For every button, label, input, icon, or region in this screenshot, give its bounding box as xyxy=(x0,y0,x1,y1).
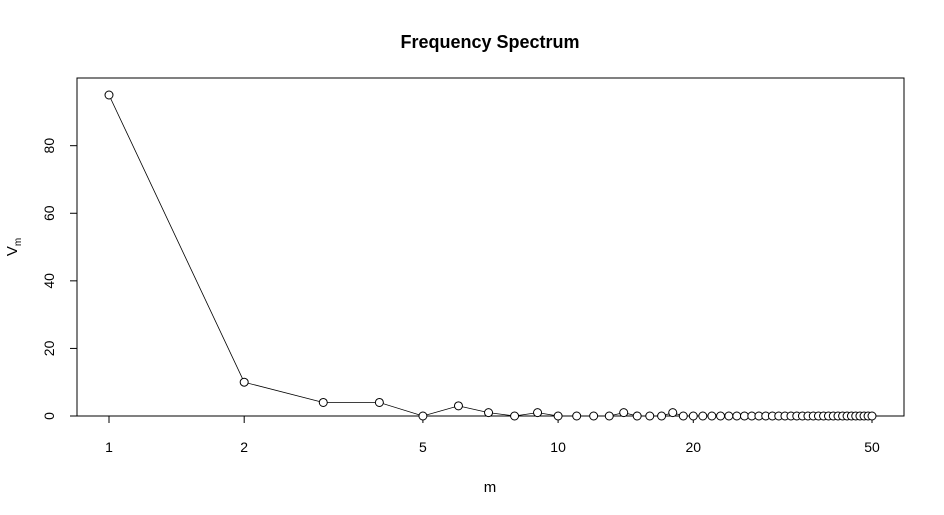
data-point xyxy=(553,411,563,421)
data-point xyxy=(688,411,698,421)
plot-frame xyxy=(76,77,905,417)
series-points xyxy=(104,90,877,421)
data-point xyxy=(533,408,543,418)
y-axis: 0 20 40 60 80 xyxy=(41,138,78,420)
y-tick-label: 40 xyxy=(41,273,57,289)
x-tick-label: 2 xyxy=(240,439,248,455)
x-tick-label: 50 xyxy=(864,439,880,455)
data-point xyxy=(104,90,114,100)
y-tick-label: 60 xyxy=(41,205,57,221)
data-point xyxy=(589,411,599,421)
series-line xyxy=(108,94,872,417)
y-tick-label: 0 xyxy=(41,412,57,420)
data-point xyxy=(657,411,667,421)
data-point xyxy=(678,411,688,421)
y-axis-label-sub: m xyxy=(13,238,24,246)
data-point xyxy=(724,411,734,421)
data-point xyxy=(707,411,717,421)
x-tick-label: 1 xyxy=(105,439,113,455)
data-point xyxy=(453,401,463,411)
data-point xyxy=(698,411,708,421)
y-axis-label-main: V xyxy=(4,246,21,256)
x-axis-label: m xyxy=(484,479,497,496)
y-tick-label: 80 xyxy=(41,138,57,154)
x-axis: 1 2 5 10 20 50 xyxy=(105,415,880,455)
data-point xyxy=(510,411,520,421)
x-tick-label: 5 xyxy=(419,439,427,455)
chart-title: Frequency Spectrum xyxy=(400,32,579,52)
data-point xyxy=(632,411,642,421)
y-axis-label: Vm xyxy=(4,238,24,256)
data-point xyxy=(716,411,726,421)
data-point xyxy=(739,411,749,421)
data-point xyxy=(645,411,655,421)
data-point xyxy=(668,408,678,418)
data-point xyxy=(374,397,384,407)
data-point xyxy=(619,408,629,418)
data-point xyxy=(572,411,582,421)
x-tick-label: 20 xyxy=(685,439,701,455)
x-tick-label: 10 xyxy=(550,439,566,455)
data-point xyxy=(239,377,249,387)
data-point xyxy=(732,411,742,421)
y-tick-label: 20 xyxy=(41,340,57,356)
data-point xyxy=(867,411,877,421)
data-point xyxy=(484,408,494,418)
data-point xyxy=(418,411,428,421)
data-point xyxy=(604,411,614,421)
data-point xyxy=(318,397,328,407)
